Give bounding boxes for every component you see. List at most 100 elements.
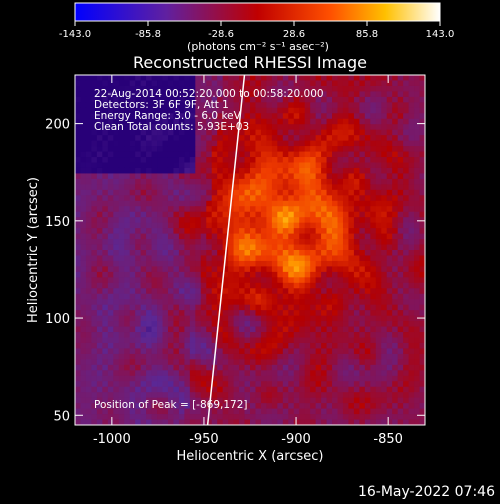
heatmap-cell: [195, 157, 202, 163]
heatmap-cell: [359, 200, 366, 207]
heatmap-cell: [140, 146, 147, 152]
heatmap-cell: [140, 239, 147, 245]
heatmap-cell: [408, 151, 415, 158]
heatmap-cell: [321, 222, 327, 229]
heatmap-cell: [102, 157, 109, 163]
heatmap-cell: [91, 85, 98, 92]
heatmap-cell: [96, 96, 103, 103]
heatmap-cell: [408, 102, 415, 109]
heatmap-cell: [392, 271, 399, 278]
heatmap-cell: [107, 304, 114, 311]
heatmap-cell: [260, 239, 267, 245]
heatmap-cell: [293, 403, 300, 409]
heatmap-cell: [222, 315, 229, 322]
heatmap-cell: [332, 189, 338, 196]
heatmap-cell: [370, 239, 377, 245]
heatmap-cell: [375, 200, 382, 207]
heatmap-cell: [75, 239, 81, 245]
heatmap-cell: [403, 124, 409, 131]
heatmap-cell: [403, 135, 409, 142]
heatmap-cell: [173, 118, 180, 125]
heatmap-cell: [386, 260, 393, 267]
heatmap-cell: [277, 233, 284, 240]
heatmap-cell: [375, 233, 382, 240]
heatmap-cell: [282, 260, 289, 267]
heatmap-cell: [146, 375, 152, 382]
heatmap-cell: [96, 107, 103, 114]
heatmap-cell: [113, 414, 120, 420]
heatmap-cell: [386, 146, 393, 152]
heatmap-cell: [403, 239, 409, 245]
heatmap-cell: [162, 381, 169, 388]
heatmap-cell: [304, 124, 311, 131]
heatmap-cell: [157, 288, 163, 295]
heatmap-cell: [250, 337, 256, 344]
heatmap-cell: [370, 386, 377, 393]
heatmap-cell: [348, 353, 355, 360]
heatmap-cell: [364, 184, 371, 191]
heatmap-cell: [157, 353, 163, 360]
heatmap-cell: [310, 359, 317, 366]
heatmap-cell: [403, 200, 409, 207]
heatmap-cell: [370, 135, 377, 142]
heatmap-cell: [173, 151, 180, 158]
heatmap-cell: [293, 408, 300, 415]
heatmap-cell: [370, 353, 377, 360]
heatmap-cell: [140, 315, 147, 322]
heatmap-cell: [233, 282, 240, 289]
heatmap-cell: [419, 255, 425, 262]
heatmap-cell: [282, 206, 289, 213]
heatmap-cell: [96, 250, 103, 256]
heatmap-cell: [178, 332, 185, 338]
heatmap-cell: [293, 282, 300, 289]
heatmap-cell: [250, 375, 256, 382]
heatmap-cell: [135, 370, 142, 377]
annotation-total-counts: Clean Total counts: 5.93E+03: [94, 121, 249, 133]
heatmap-cell: [124, 255, 131, 262]
heatmap-cell: [184, 140, 191, 147]
heatmap-cell: [266, 222, 273, 229]
heatmap-cell: [162, 392, 169, 399]
heatmap-cell: [244, 217, 251, 224]
heatmap-cell: [140, 233, 147, 240]
heatmap-cell: [321, 113, 327, 120]
heatmap-cell: [386, 359, 393, 366]
heatmap-cell: [342, 419, 349, 425]
heatmap-cell: [157, 140, 163, 147]
heatmap-cell: [102, 392, 109, 399]
heatmap-cell: [397, 260, 404, 267]
heatmap-cell: [288, 239, 295, 245]
heatmap-cell: [392, 326, 399, 333]
heatmap-cell: [414, 91, 420, 98]
heatmap-cell: [419, 304, 425, 311]
heatmap-cell: [277, 200, 284, 207]
heatmap-cell: [211, 315, 218, 322]
heatmap-cell: [85, 113, 92, 120]
heatmap-cell: [140, 151, 147, 158]
heatmap-cell: [200, 173, 207, 180]
heatmap-cell: [124, 321, 131, 327]
heatmap-cell: [85, 299, 92, 306]
heatmap-cell: [315, 386, 322, 393]
heatmap-cell: [337, 321, 344, 327]
heatmap-cell: [211, 118, 218, 125]
heatmap-cell: [359, 157, 366, 163]
heatmap-cell: [381, 408, 388, 415]
heatmap-cell: [124, 200, 131, 207]
heatmap-cell: [364, 282, 371, 289]
heatmap-cell: [189, 85, 196, 92]
heatmap-cell: [337, 189, 344, 196]
heatmap-cell: [184, 113, 191, 120]
heatmap-cell: [239, 370, 245, 377]
heatmap-cell: [392, 184, 399, 191]
heatmap-cell: [206, 348, 213, 355]
heatmap-cell: [151, 375, 158, 382]
heatmap-cell: [91, 118, 98, 125]
heatmap-cell: [304, 217, 311, 224]
heatmap-cell: [140, 414, 147, 420]
heatmap-cell: [348, 255, 355, 262]
heatmap-cell: [260, 342, 267, 349]
heatmap-cell: [124, 397, 131, 404]
heatmap-cell: [211, 222, 218, 229]
heatmap-cell: [337, 310, 344, 317]
